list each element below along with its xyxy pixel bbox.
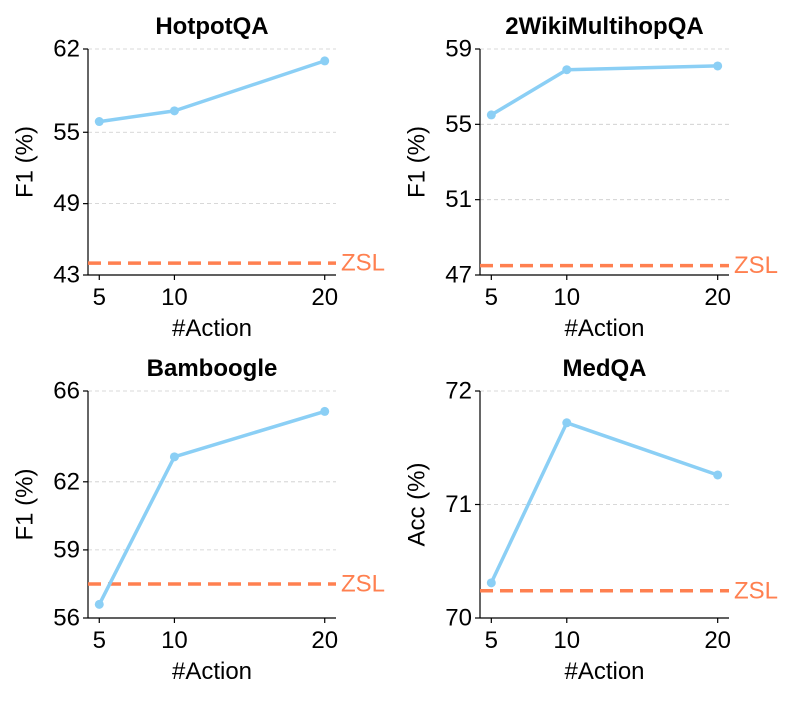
x-tick-label: 10	[553, 284, 580, 311]
y-tick-label: 66	[53, 378, 80, 405]
x-tick-label: 10	[553, 627, 580, 654]
y-tick-label: 47	[445, 262, 472, 289]
y-axis-label: F1 (%)	[12, 469, 39, 541]
x-tick-label: 20	[704, 284, 731, 311]
y-tick-label: 62	[53, 468, 80, 495]
data-point	[169, 106, 179, 116]
data-point	[94, 599, 104, 609]
data-point	[320, 56, 330, 66]
x-tick-label: 20	[704, 627, 731, 654]
chart-title: HotpotQA	[155, 13, 268, 40]
x-tick-label: 20	[311, 284, 338, 311]
y-axis-label: Acc (%)	[404, 463, 431, 547]
data-point	[169, 452, 179, 462]
baseline-label: ZSL	[341, 570, 385, 597]
y-tick-label: 62	[53, 36, 80, 63]
x-axis-label: #Action	[564, 658, 644, 685]
y-tick-label: 55	[445, 111, 472, 138]
series-line	[489, 64, 720, 117]
y-tick-label: 59	[445, 36, 472, 63]
y-tick-label: 72	[445, 378, 472, 405]
y-axis-label: F1 (%)	[12, 126, 39, 198]
data-point	[713, 470, 723, 480]
chart-panel-3: 56 59 62 66 5 10 20 ZSL Bamboogle #Action F1 (%)	[12, 355, 386, 685]
data-point	[562, 418, 572, 428]
series-line	[97, 59, 327, 124]
x-axis-label: #Action	[564, 315, 644, 342]
data-point	[562, 65, 572, 75]
x-tick-label: 20	[311, 627, 338, 654]
series-line	[97, 409, 327, 607]
data-point	[713, 61, 723, 71]
y-tick-label: 43	[53, 262, 80, 289]
baseline-label: ZSL	[341, 250, 385, 277]
data-point	[94, 117, 104, 127]
data-point	[320, 406, 330, 416]
x-tick-label: 10	[161, 284, 188, 311]
y-axis-label: F1 (%)	[404, 126, 431, 198]
y-tick-label: 56	[53, 605, 80, 632]
y-tick-label: 49	[53, 190, 80, 217]
x-tick-label: 10	[161, 627, 188, 654]
baseline-label: ZSL	[734, 252, 778, 279]
y-tick-label: 70	[445, 605, 472, 632]
x-tick-label: 5	[93, 284, 106, 311]
x-tick-label: 5	[485, 284, 498, 311]
data-point	[486, 110, 496, 120]
x-tick-label: 5	[93, 627, 106, 654]
chart-title: Bamboogle	[147, 355, 278, 382]
series-line	[489, 421, 720, 585]
baseline-label: ZSL	[734, 577, 778, 604]
y-tick-label: 71	[445, 491, 472, 518]
y-tick-label: 51	[445, 186, 472, 213]
data-point	[486, 578, 496, 588]
chart-title: MedQA	[563, 355, 647, 382]
x-tick-label: 5	[485, 627, 498, 654]
y-tick-label: 59	[53, 536, 80, 563]
x-axis-label: #Action	[172, 658, 252, 685]
chart-title: 2WikiMultihopQA	[505, 13, 703, 40]
y-tick-label: 55	[53, 119, 80, 146]
x-axis-label: #Action	[172, 315, 252, 342]
